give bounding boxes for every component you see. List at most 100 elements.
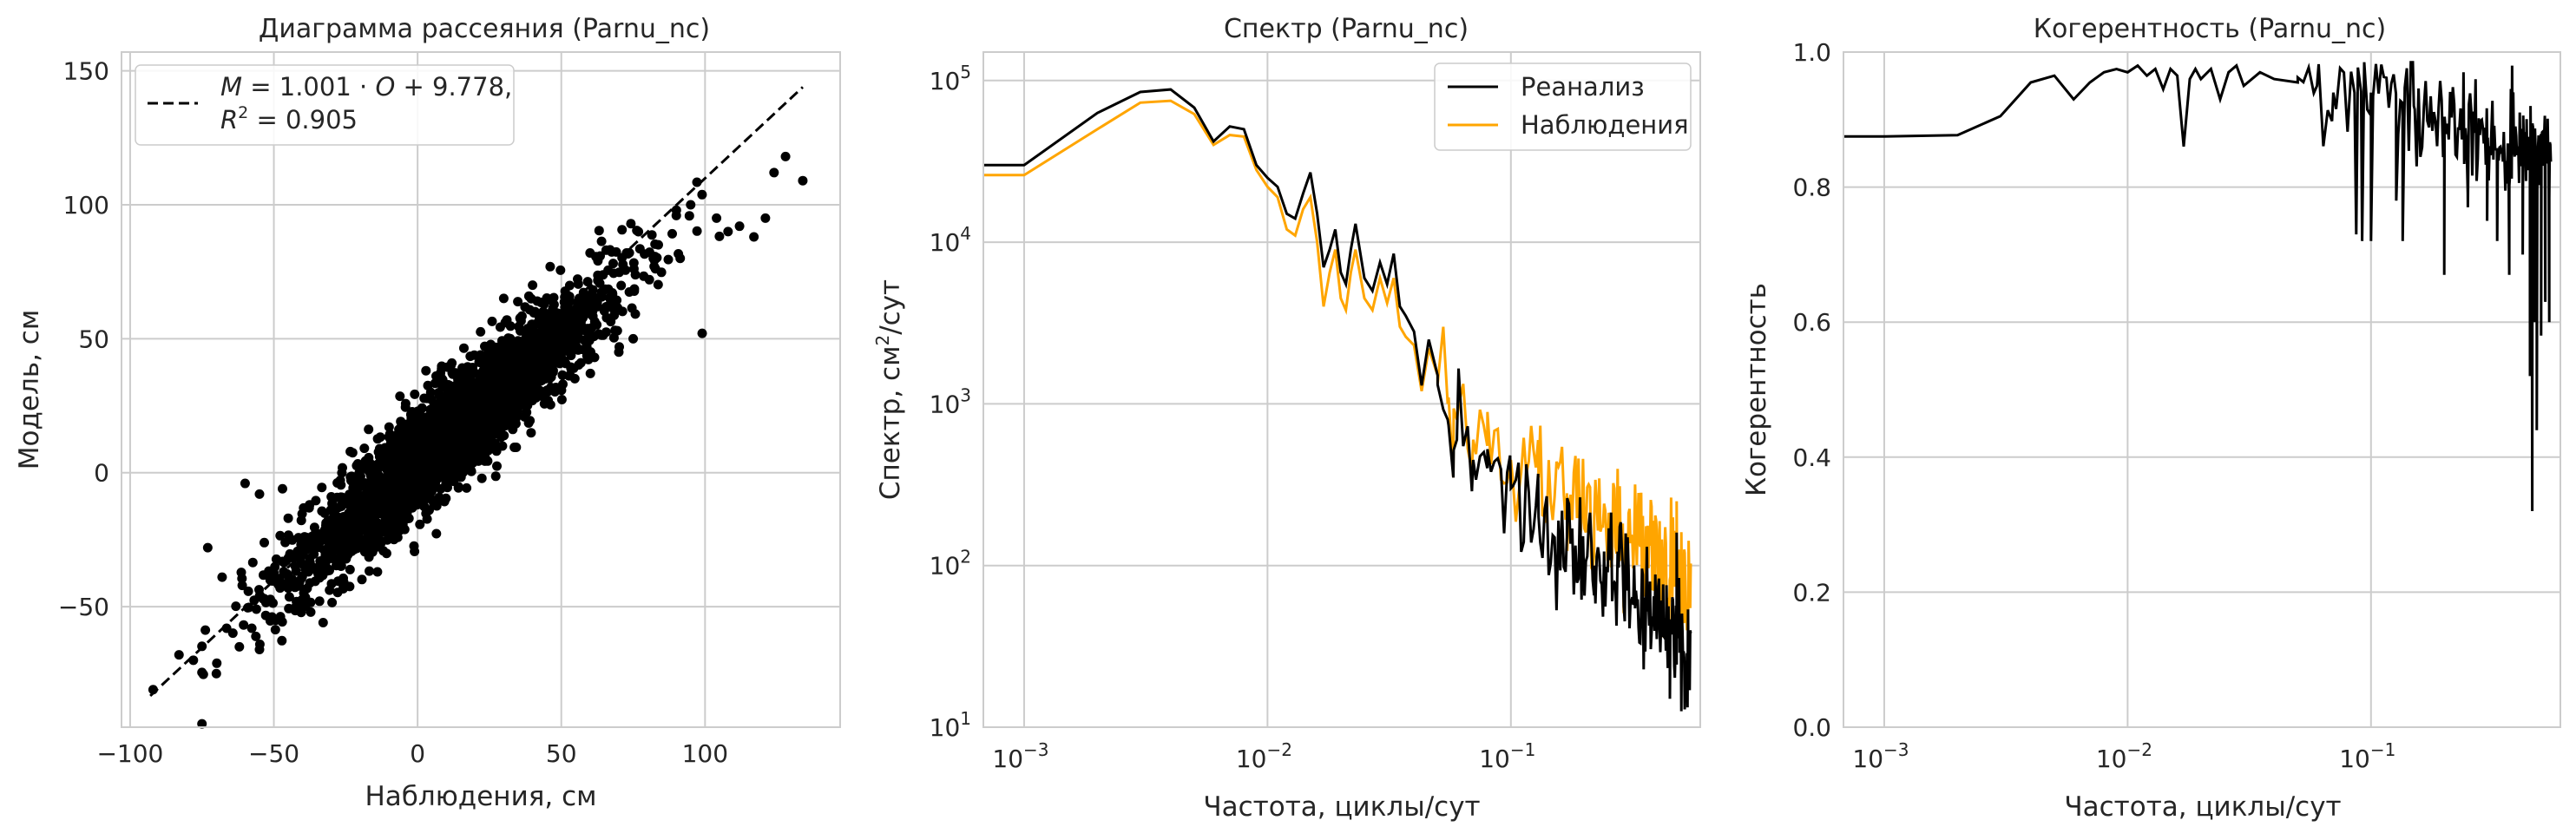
coherence-y-ticks: 0.0 0.2 0.4 0.6 0.8 1.0 [1792,38,1831,742]
scatter-legend-line1: M = 1.001 · O + 9.778, [220,72,512,102]
scatter-point [277,483,287,494]
scatter-point [327,504,338,515]
spectrum-x-ticks: 10−3 10−2 10−1 [992,739,1535,773]
scatter-point [336,556,346,567]
scatter-x-tick-label: 50 [546,739,577,768]
scatter-point [422,442,432,452]
scatter-point [408,469,417,480]
scatter-point [397,509,407,519]
scatter-point [626,219,636,229]
spectrum-y-label-main: Спектр, см [875,346,906,501]
spectrum-x-tick-base: 10 [992,745,1023,773]
scatter-point [509,393,519,404]
coherence-title: Когерентность (Parnu_nc) [2034,14,2387,44]
scatter-point [509,443,520,452]
spectrum-y-tick-exp: 2 [960,547,971,568]
scatter-point [502,315,512,325]
scatter-x-tick-label: −100 [96,739,163,768]
coherence-y-label: Когерентность [1741,283,1772,496]
scatter-point [237,574,247,584]
spectrum-line-observations [983,99,1692,646]
scatter-point [417,425,428,436]
scatter-point [354,468,365,478]
scatter-point [291,566,301,576]
scatter-point [283,530,293,541]
scatter-point [283,513,293,523]
spectrum-x-tick-base: 10 [1236,745,1267,773]
scatter-point [610,325,621,336]
legend-eq1: = 1.001 · [242,72,375,102]
scatter-point [522,407,532,417]
scatter-point [376,538,386,548]
scatter-point [478,420,489,430]
scatter-point [604,299,614,310]
scatter-point [585,368,595,378]
scatter-point [545,399,555,410]
scatter-point [328,554,338,564]
scatter-point [564,371,574,381]
scatter-point [614,347,624,358]
scatter-point [412,449,423,459]
scatter-point [476,326,486,337]
scatter-point [345,564,355,574]
scatter-point [386,498,397,509]
scatter-point [617,225,628,235]
scatter-point [240,478,250,489]
scatter-point [378,448,388,458]
scatter-point [314,573,325,583]
scatter-point [650,264,660,274]
scatter-point [442,417,452,428]
scatter-y-tick-label: 100 [63,191,109,220]
scatter-point [202,542,213,553]
scatter-point [556,395,567,404]
scatter-point [581,292,591,303]
scatter-point [400,402,411,412]
scatter-point [686,200,696,210]
scatter-point [246,623,257,633]
scatter-point [462,444,472,454]
coherence-y-tick-label: 0.4 [1792,443,1831,472]
scatter-point [417,470,426,481]
scatter-point [697,328,707,338]
scatter-point [490,438,501,449]
scatter-point [419,393,430,404]
scatter-point [211,668,221,679]
coherence-y-tick-label: 1.0 [1792,38,1831,67]
scatter-point [496,347,506,358]
scatter-point [395,391,405,402]
scatter-point [462,482,472,493]
scatter-point [239,620,249,630]
scatter-point [617,253,628,263]
scatter-point [611,246,621,257]
scatter-point [346,476,356,486]
spectrum-y-tick-label: 105 [930,62,971,95]
scatter-point [462,428,472,438]
scatter-point [363,515,373,525]
scatter-point [314,529,325,539]
spectrum-y-label-sup: 2 [872,335,893,346]
scatter-point [671,210,681,220]
scatter-point [714,231,725,241]
scatter-point [500,391,509,402]
coherence-x-tick-exp: −1 [2370,739,2395,760]
scatter-point [644,274,654,285]
spectrum-axes-frame [982,51,1701,728]
scatter-point [648,253,659,264]
scatter-point [478,357,489,367]
scatter-point [299,532,310,542]
scatter-point [578,305,588,316]
coherence-x-label: Частота, циклы/сут [2064,791,2341,823]
scatter-point [423,380,433,390]
scatter-point [338,573,348,583]
scatter-y-tick-label: 0 [94,459,109,488]
coherence-panel: Когерентность (Parnu_nc) 10−3 10−2 10−1 0.… [1741,14,2561,823]
scatter-point [217,572,227,582]
scatter-point [559,356,569,366]
spectrum-y-tick-exp: 4 [960,223,971,244]
spectrum-y-tick-label: 103 [930,384,971,418]
scatter-point [562,327,573,338]
scatter-point [513,297,523,307]
scatter-point [427,462,437,472]
